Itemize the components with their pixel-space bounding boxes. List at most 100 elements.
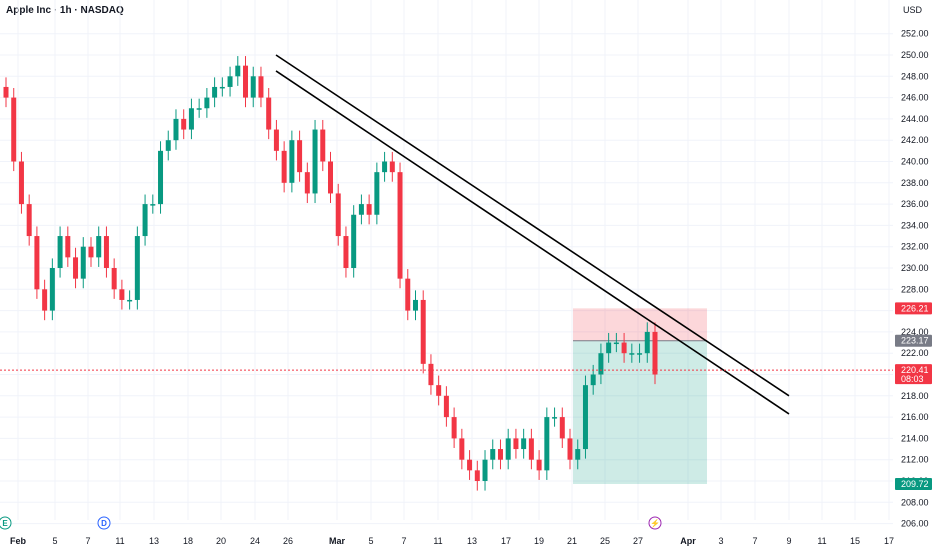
candle-body	[513, 438, 519, 450]
price-tick-label: 250.00	[901, 50, 929, 60]
candle-body	[158, 150, 164, 205]
candle-body	[358, 204, 364, 215]
candle-body	[57, 236, 63, 268]
candle-body	[173, 118, 179, 141]
candle-body	[127, 299, 133, 302]
time-tick-label: 17	[501, 536, 511, 546]
time-tick-label: 17	[884, 536, 894, 546]
candle-body	[351, 214, 357, 268]
candle-body	[235, 65, 241, 77]
short-position-tool[interactable]	[573, 308, 707, 484]
price-badge-countdown: 08:03	[901, 374, 924, 384]
candle-body	[134, 236, 140, 300]
price-tick-label: 212.00	[901, 455, 929, 465]
price-axis[interactable]: 206.00208.00210.00212.00214.00216.00218.…	[901, 29, 929, 529]
time-tick-label: 11	[115, 536, 124, 546]
candle-body	[397, 172, 403, 279]
candle-body	[613, 342, 619, 345]
price-tick-label: 230.00	[901, 263, 929, 273]
candle-body	[196, 108, 202, 110]
candle-body	[459, 438, 465, 460]
candle-body	[258, 76, 264, 98]
candle-body	[582, 385, 588, 450]
candle-body	[26, 204, 32, 237]
candle-body	[297, 140, 303, 173]
price-tick-label: 218.00	[901, 391, 929, 401]
candle-body	[428, 363, 434, 386]
event-marker-label: ⚡	[650, 518, 660, 528]
price-badge-text: 226.21	[901, 303, 929, 313]
candles	[3, 56, 658, 491]
candle-body	[65, 236, 71, 258]
candle-body	[474, 470, 480, 481]
event-marker[interactable]	[97, 516, 111, 530]
candle-body	[188, 108, 194, 130]
candle-body	[405, 278, 411, 311]
candle-body	[343, 236, 349, 268]
candle-body	[219, 86, 225, 89]
price-tick-label: 246.00	[901, 93, 929, 103]
price-tick-label: 236.00	[901, 199, 929, 209]
price-badge	[895, 334, 932, 347]
time-tick-label: 20	[216, 536, 226, 546]
event-markers[interactable]: E D ⚡	[0, 516, 662, 530]
candle-body	[544, 417, 550, 471]
time-tick-label: 26	[283, 536, 293, 546]
candle-body	[497, 449, 503, 460]
candle-body	[598, 353, 604, 375]
candle-body	[204, 97, 210, 109]
event-marker[interactable]	[0, 516, 12, 530]
price-tick-label: 216.00	[901, 412, 929, 422]
chart-title: Apple Inc · 1h · NASDAQ	[6, 5, 124, 16]
position-reward-zone[interactable]	[573, 340, 707, 484]
candle-body	[96, 236, 102, 258]
trendline[interactable]	[275, 70, 790, 415]
candle-body	[552, 417, 558, 419]
event-marker[interactable]	[648, 516, 662, 530]
time-tick-label: 21	[567, 536, 577, 546]
candle-body	[312, 129, 318, 194]
event-marker-label: D	[101, 519, 107, 528]
time-tick-label: 7	[401, 536, 406, 546]
candle-body	[637, 353, 643, 355]
trendline[interactable]	[275, 54, 790, 397]
time-tick-label: 27	[633, 536, 643, 546]
candle-body	[467, 459, 473, 471]
candle-body	[49, 268, 55, 311]
price-tick-label: 206.00	[901, 519, 929, 529]
position-risk-zone[interactable]	[573, 308, 707, 341]
candle-body	[436, 385, 442, 396]
trendlines[interactable]	[275, 54, 790, 415]
candle-body	[374, 172, 380, 215]
price-tick-label: 234.00	[901, 220, 929, 230]
price-tick-label: 222.00	[901, 348, 929, 358]
time-tick-label: 7	[85, 536, 90, 546]
price-tick-label: 242.00	[901, 135, 929, 145]
time-tick-label: 13	[467, 536, 477, 546]
price-tick-label: 248.00	[901, 71, 929, 81]
time-tick-label: 3	[718, 536, 723, 546]
event-marker-label: E	[2, 519, 8, 528]
time-axis[interactable]: Feb 5 7 11 13 18 20 24 26 Mar 5 7 11 13 17 19 21 25 27 Apr 3…	[10, 536, 894, 546]
price-tick-label: 232.00	[901, 242, 929, 252]
candle-body	[521, 438, 527, 450]
candle-body	[629, 353, 635, 355]
candle-body	[490, 449, 496, 460]
candle-body	[621, 342, 627, 354]
price-badge	[895, 364, 932, 385]
time-tick-label: 5	[52, 536, 57, 546]
candle-body	[528, 438, 534, 460]
candle-body	[559, 417, 565, 439]
candle-body	[165, 140, 171, 151]
price-badge	[895, 302, 932, 315]
candle-body	[590, 374, 596, 386]
price-tick-label: 252.00	[901, 29, 929, 39]
time-tick-label: 18	[183, 536, 193, 546]
candle-body	[335, 193, 341, 237]
candle-body	[243, 65, 249, 98]
candle-body	[3, 86, 9, 98]
candle-body	[443, 395, 449, 418]
candle-body	[289, 140, 295, 183]
